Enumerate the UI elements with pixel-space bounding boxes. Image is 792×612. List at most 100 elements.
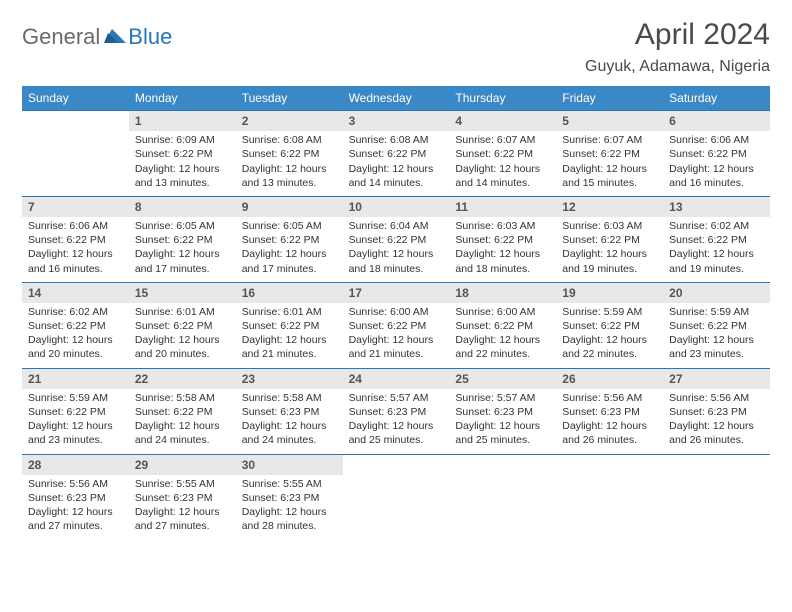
day-info: Sunrise: 6:04 AMSunset: 6:22 PMDaylight:… xyxy=(343,217,450,282)
calendar-cell: 14Sunrise: 6:02 AMSunset: 6:22 PMDayligh… xyxy=(22,282,129,368)
day-info: Sunrise: 5:55 AMSunset: 6:23 PMDaylight:… xyxy=(129,475,236,540)
calendar-cell: . xyxy=(343,454,450,540)
day-info: Sunrise: 6:07 AMSunset: 6:22 PMDaylight:… xyxy=(556,131,663,196)
day-info: Sunrise: 5:59 AMSunset: 6:22 PMDaylight:… xyxy=(663,303,770,368)
calendar-cell: 15Sunrise: 6:01 AMSunset: 6:22 PMDayligh… xyxy=(129,282,236,368)
day-info: Sunrise: 5:59 AMSunset: 6:22 PMDaylight:… xyxy=(556,303,663,368)
calendar-header-row: SundayMondayTuesdayWednesdayThursdayFrid… xyxy=(22,86,770,110)
day-number: 23 xyxy=(236,369,343,389)
calendar-cell: 8Sunrise: 6:05 AMSunset: 6:22 PMDaylight… xyxy=(129,196,236,282)
day-number: 14 xyxy=(22,283,129,303)
calendar-cell: 21Sunrise: 5:59 AMSunset: 6:22 PMDayligh… xyxy=(22,368,129,454)
day-info: Sunrise: 6:05 AMSunset: 6:22 PMDaylight:… xyxy=(129,217,236,282)
calendar-cell: 25Sunrise: 5:57 AMSunset: 6:23 PMDayligh… xyxy=(449,368,556,454)
day-number: 20 xyxy=(663,283,770,303)
day-info: Sunrise: 6:06 AMSunset: 6:22 PMDaylight:… xyxy=(22,217,129,282)
calendar-header-cell: Thursday xyxy=(449,86,556,110)
calendar-cell: 5Sunrise: 6:07 AMSunset: 6:22 PMDaylight… xyxy=(556,110,663,196)
calendar-header-cell: Tuesday xyxy=(236,86,343,110)
calendar-cell: 13Sunrise: 6:02 AMSunset: 6:22 PMDayligh… xyxy=(663,196,770,282)
day-number: 11 xyxy=(449,197,556,217)
calendar-cell: 26Sunrise: 5:56 AMSunset: 6:23 PMDayligh… xyxy=(556,368,663,454)
day-number: 1 xyxy=(129,111,236,131)
day-number: 3 xyxy=(343,111,450,131)
day-info: Sunrise: 6:03 AMSunset: 6:22 PMDaylight:… xyxy=(556,217,663,282)
day-info: Sunrise: 6:09 AMSunset: 6:22 PMDaylight:… xyxy=(129,131,236,196)
day-info: Sunrise: 6:02 AMSunset: 6:22 PMDaylight:… xyxy=(22,303,129,368)
day-info: Sunrise: 6:05 AMSunset: 6:22 PMDaylight:… xyxy=(236,217,343,282)
day-info: Sunrise: 5:56 AMSunset: 6:23 PMDaylight:… xyxy=(556,389,663,454)
calendar-cell: 6Sunrise: 6:06 AMSunset: 6:22 PMDaylight… xyxy=(663,110,770,196)
day-number: 19 xyxy=(556,283,663,303)
day-number: 26 xyxy=(556,369,663,389)
location: Guyuk, Adamawa, Nigeria xyxy=(585,58,770,76)
calendar-cell: 22Sunrise: 5:58 AMSunset: 6:22 PMDayligh… xyxy=(129,368,236,454)
calendar-cell: 9Sunrise: 6:05 AMSunset: 6:22 PMDaylight… xyxy=(236,196,343,282)
day-info: Sunrise: 6:08 AMSunset: 6:22 PMDaylight:… xyxy=(236,131,343,196)
day-number: 6 xyxy=(663,111,770,131)
day-info: Sunrise: 6:01 AMSunset: 6:22 PMDaylight:… xyxy=(129,303,236,368)
calendar-cell: 4Sunrise: 6:07 AMSunset: 6:22 PMDaylight… xyxy=(449,110,556,196)
calendar-cell: 1Sunrise: 6:09 AMSunset: 6:22 PMDaylight… xyxy=(129,110,236,196)
day-number: 9 xyxy=(236,197,343,217)
calendar-cell: . xyxy=(556,454,663,540)
day-info: Sunrise: 5:58 AMSunset: 6:23 PMDaylight:… xyxy=(236,389,343,454)
day-info: Sunrise: 5:57 AMSunset: 6:23 PMDaylight:… xyxy=(343,389,450,454)
day-number: 22 xyxy=(129,369,236,389)
day-number: 29 xyxy=(129,455,236,475)
day-info: Sunrise: 6:08 AMSunset: 6:22 PMDaylight:… xyxy=(343,131,450,196)
day-number: 15 xyxy=(129,283,236,303)
day-info: Sunrise: 5:58 AMSunset: 6:22 PMDaylight:… xyxy=(129,389,236,454)
calendar-cell: 2Sunrise: 6:08 AMSunset: 6:22 PMDaylight… xyxy=(236,110,343,196)
calendar-cell: 27Sunrise: 5:56 AMSunset: 6:23 PMDayligh… xyxy=(663,368,770,454)
logo-flag-icon xyxy=(104,27,126,48)
day-info: Sunrise: 5:55 AMSunset: 6:23 PMDaylight:… xyxy=(236,475,343,540)
calendar-header-cell: Wednesday xyxy=(343,86,450,110)
calendar-cell: 7Sunrise: 6:06 AMSunset: 6:22 PMDaylight… xyxy=(22,196,129,282)
day-number: 4 xyxy=(449,111,556,131)
day-number: 8 xyxy=(129,197,236,217)
day-number: 17 xyxy=(343,283,450,303)
logo: General Blue xyxy=(22,24,172,50)
calendar-cell: 17Sunrise: 6:00 AMSunset: 6:22 PMDayligh… xyxy=(343,282,450,368)
day-number: 18 xyxy=(449,283,556,303)
calendar-cell: 28Sunrise: 5:56 AMSunset: 6:23 PMDayligh… xyxy=(22,454,129,540)
calendar-body: .1Sunrise: 6:09 AMSunset: 6:22 PMDayligh… xyxy=(22,110,770,539)
calendar-cell: 30Sunrise: 5:55 AMSunset: 6:23 PMDayligh… xyxy=(236,454,343,540)
calendar-cell: 10Sunrise: 6:04 AMSunset: 6:22 PMDayligh… xyxy=(343,196,450,282)
day-number: 10 xyxy=(343,197,450,217)
calendar-cell: 24Sunrise: 5:57 AMSunset: 6:23 PMDayligh… xyxy=(343,368,450,454)
day-number: 12 xyxy=(556,197,663,217)
day-number: 16 xyxy=(236,283,343,303)
day-info: Sunrise: 6:06 AMSunset: 6:22 PMDaylight:… xyxy=(663,131,770,196)
calendar-cell: 29Sunrise: 5:55 AMSunset: 6:23 PMDayligh… xyxy=(129,454,236,540)
calendar-cell: 12Sunrise: 6:03 AMSunset: 6:22 PMDayligh… xyxy=(556,196,663,282)
calendar-cell: 18Sunrise: 6:00 AMSunset: 6:22 PMDayligh… xyxy=(449,282,556,368)
calendar-cell: 23Sunrise: 5:58 AMSunset: 6:23 PMDayligh… xyxy=(236,368,343,454)
header: General Blue April 2024 Guyuk, Adamawa, … xyxy=(22,18,770,76)
day-number: 25 xyxy=(449,369,556,389)
calendar-cell: . xyxy=(663,454,770,540)
calendar-header-cell: Sunday xyxy=(22,86,129,110)
day-info: Sunrise: 5:56 AMSunset: 6:23 PMDaylight:… xyxy=(22,475,129,540)
calendar-cell: 11Sunrise: 6:03 AMSunset: 6:22 PMDayligh… xyxy=(449,196,556,282)
calendar-cell: 3Sunrise: 6:08 AMSunset: 6:22 PMDaylight… xyxy=(343,110,450,196)
day-number: 27 xyxy=(663,369,770,389)
calendar-header-cell: Saturday xyxy=(663,86,770,110)
calendar-cell: 16Sunrise: 6:01 AMSunset: 6:22 PMDayligh… xyxy=(236,282,343,368)
logo-blue: Blue xyxy=(128,24,172,50)
day-info: Sunrise: 6:00 AMSunset: 6:22 PMDaylight:… xyxy=(449,303,556,368)
calendar-cell: . xyxy=(449,454,556,540)
day-number: 7 xyxy=(22,197,129,217)
title-block: April 2024 Guyuk, Adamawa, Nigeria xyxy=(585,18,770,76)
calendar-cell: . xyxy=(22,110,129,196)
day-number: 2 xyxy=(236,111,343,131)
day-number: 30 xyxy=(236,455,343,475)
calendar-cell: 19Sunrise: 5:59 AMSunset: 6:22 PMDayligh… xyxy=(556,282,663,368)
day-number: 28 xyxy=(22,455,129,475)
day-info: Sunrise: 6:07 AMSunset: 6:22 PMDaylight:… xyxy=(449,131,556,196)
calendar: SundayMondayTuesdayWednesdayThursdayFrid… xyxy=(22,86,770,539)
calendar-header-cell: Friday xyxy=(556,86,663,110)
day-info: Sunrise: 6:01 AMSunset: 6:22 PMDaylight:… xyxy=(236,303,343,368)
day-number: 21 xyxy=(22,369,129,389)
